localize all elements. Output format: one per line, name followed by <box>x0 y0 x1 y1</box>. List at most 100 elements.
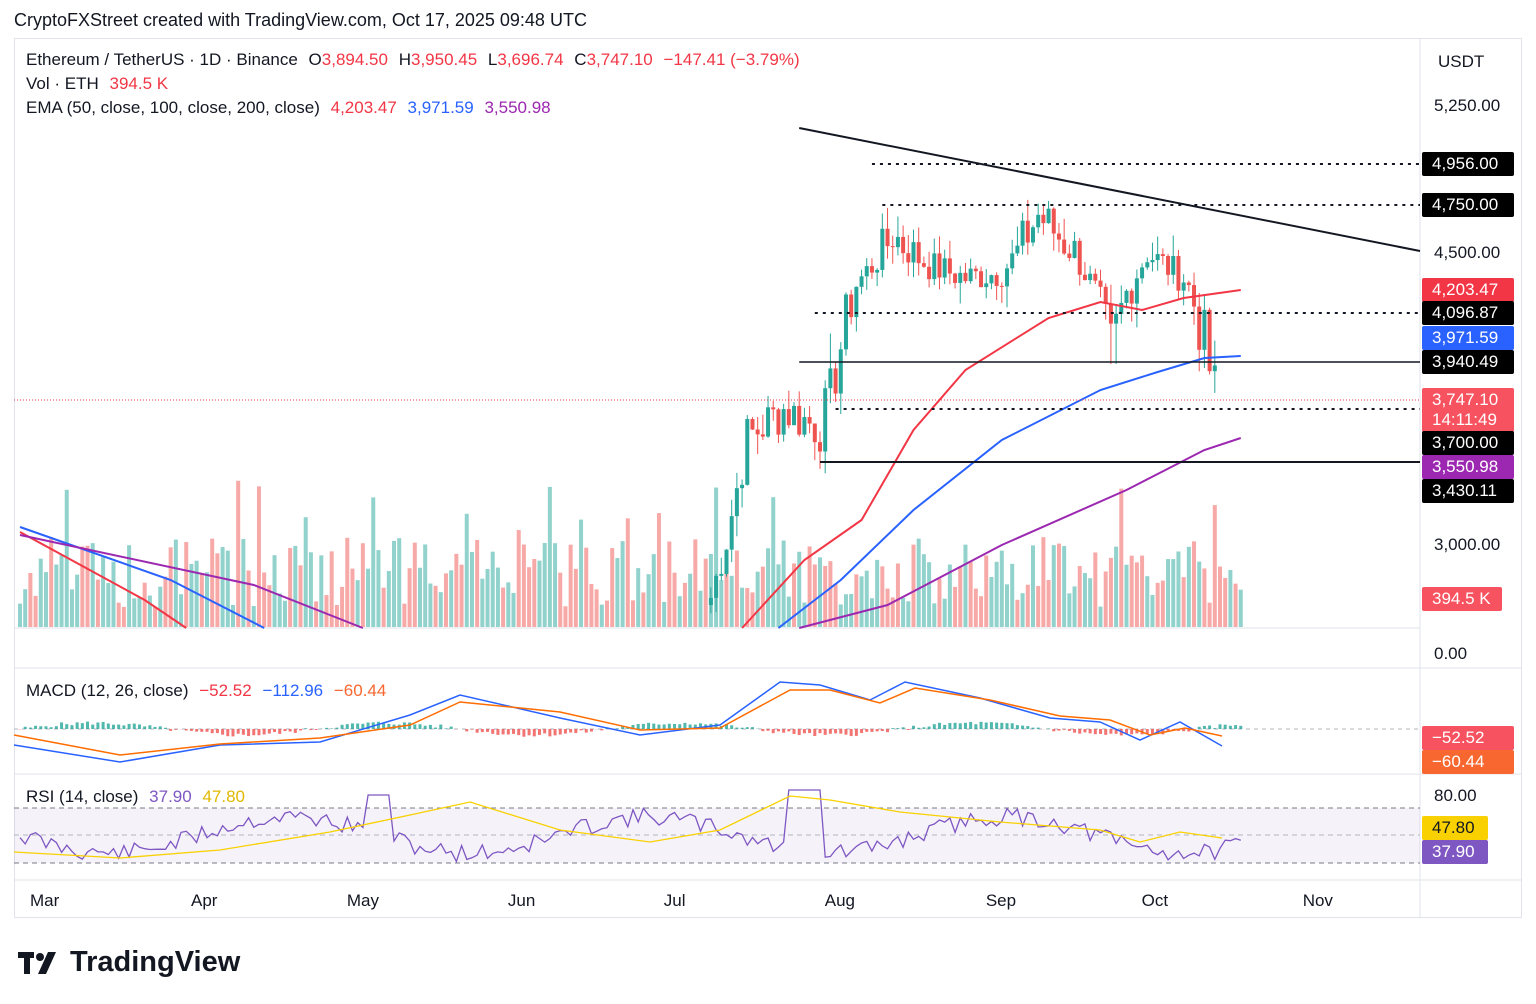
volume-bar <box>1202 568 1207 627</box>
volume-bar <box>376 550 381 627</box>
volume-bar <box>230 604 235 627</box>
volume-bar <box>1010 563 1015 627</box>
macd-histogram-bar <box>335 727 339 729</box>
macd-histogram-bar <box>693 724 697 729</box>
macd-histogram-bar <box>522 729 526 737</box>
rsi-tick: 80.00 <box>1434 786 1477 805</box>
macd-histogram-bar <box>569 729 573 733</box>
candle-body <box>724 549 729 574</box>
rsi-label[interactable]: RSI (14, close) <box>26 787 139 806</box>
price-axis-label: 37.90 <box>1422 840 1488 864</box>
candle-body <box>1155 254 1160 261</box>
candle-body <box>869 266 874 273</box>
macd-histogram-bar <box>818 729 822 734</box>
candle-body <box>953 273 958 283</box>
volume-bar <box>807 546 812 627</box>
candle-body <box>1062 239 1067 254</box>
volume-bar <box>1166 559 1171 627</box>
volume-bar <box>132 598 137 627</box>
volume-bar <box>823 565 828 627</box>
candle-body <box>745 419 750 485</box>
ema50-line-early <box>19 531 187 629</box>
volume-bar <box>433 585 438 627</box>
candle-body <box>1030 227 1035 243</box>
volume-bar <box>1192 541 1197 627</box>
macd-histogram-bar <box>1208 725 1212 729</box>
price-axis-label: 4,203.47 <box>1422 278 1514 302</box>
macd-histogram-bar <box>1015 725 1019 729</box>
volume-bar <box>1129 555 1134 627</box>
macd-histogram-bar <box>39 726 43 729</box>
price-legend: Ethereum / TetherUS · 1D · Binance O3,89… <box>26 50 806 70</box>
ema200-line <box>798 437 1242 629</box>
macd-histogram-bar <box>761 729 765 732</box>
symbol-title[interactable]: Ethereum / TetherUS · 1D · Binance <box>26 50 298 69</box>
volume-bar <box>532 558 537 627</box>
macd-histogram-bar <box>1213 728 1217 729</box>
volume-bar <box>402 603 407 627</box>
macd-histogram-bar <box>1021 725 1025 729</box>
candle-body <box>1129 290 1134 304</box>
macd-histogram-bar <box>1187 729 1191 732</box>
candle-body <box>729 516 734 550</box>
volume-label[interactable]: Vol · ETH <box>26 74 99 93</box>
price-axis-label: 3,700.00 <box>1422 431 1514 455</box>
chart-header: CryptoFXStreet created with TradingView.… <box>14 10 587 30</box>
volume-bar <box>1093 552 1098 627</box>
volume-tick: 0.00 <box>1434 644 1468 663</box>
macd-histogram-bar <box>1202 725 1206 729</box>
volume-bar <box>563 606 568 627</box>
volume-bar <box>355 580 360 627</box>
candle-body <box>1114 313 1119 324</box>
tradingview-logo[interactable]: TradingView <box>18 946 240 979</box>
ema-label[interactable]: EMA (50, close, 100, close, 200, close) <box>26 98 320 117</box>
candle-body <box>734 488 739 517</box>
macd-histogram-bar <box>927 726 931 729</box>
macd-histogram-bar <box>912 725 916 729</box>
volume-bar <box>927 562 932 627</box>
volume-bar <box>95 579 100 627</box>
volume-bar <box>215 553 220 627</box>
volume-bar <box>766 548 771 627</box>
volume-bar <box>1134 562 1139 627</box>
volume-bar <box>656 513 661 627</box>
macd-histogram-bar <box>1026 726 1030 729</box>
macd-histogram-bar <box>699 723 703 729</box>
macd-histogram-bar <box>501 729 505 735</box>
descending-trendline <box>799 127 1421 252</box>
volume-bar <box>521 544 526 627</box>
macd-histogram-bar <box>1104 729 1108 735</box>
macd-histogram-bar <box>1109 729 1113 734</box>
volume-bar <box>989 577 994 627</box>
volume-bar <box>1114 546 1119 627</box>
macd-histogram-bar <box>486 729 490 732</box>
macd-histogram-bar <box>434 727 438 729</box>
volume-bar <box>890 597 895 627</box>
candle-body <box>979 271 984 288</box>
macd-histogram-bar <box>995 722 999 729</box>
macd-histogram-bar <box>49 727 53 729</box>
macd-histogram-bar <box>932 724 936 729</box>
macd-histogram-bar <box>470 729 474 730</box>
macd-histogram-bar <box>1166 729 1170 731</box>
macd-histogram-bar <box>299 729 303 731</box>
macd-histogram-bar <box>1150 729 1154 735</box>
currency-label[interactable]: USDT <box>1438 52 1485 71</box>
candle-body <box>1197 306 1202 350</box>
volume-bar <box>1218 566 1222 627</box>
macd-histogram-bar <box>647 722 651 729</box>
volume-bar <box>1119 488 1124 627</box>
macd-histogram-bar <box>137 724 141 729</box>
candle-body <box>1181 282 1186 291</box>
macd-histogram-bar <box>236 729 240 734</box>
rsi-ma-line <box>13 795 1223 859</box>
macd-histogram-bar <box>60 722 64 729</box>
volume-bar <box>1098 606 1103 627</box>
macd-label[interactable]: MACD (12, 26, close) <box>26 681 189 700</box>
macd-histogram-bar <box>849 729 853 737</box>
macd-histogram-bar <box>984 722 988 729</box>
macd-histogram-bar <box>75 722 79 729</box>
candle-body <box>901 236 906 254</box>
volume-bar <box>516 530 521 627</box>
